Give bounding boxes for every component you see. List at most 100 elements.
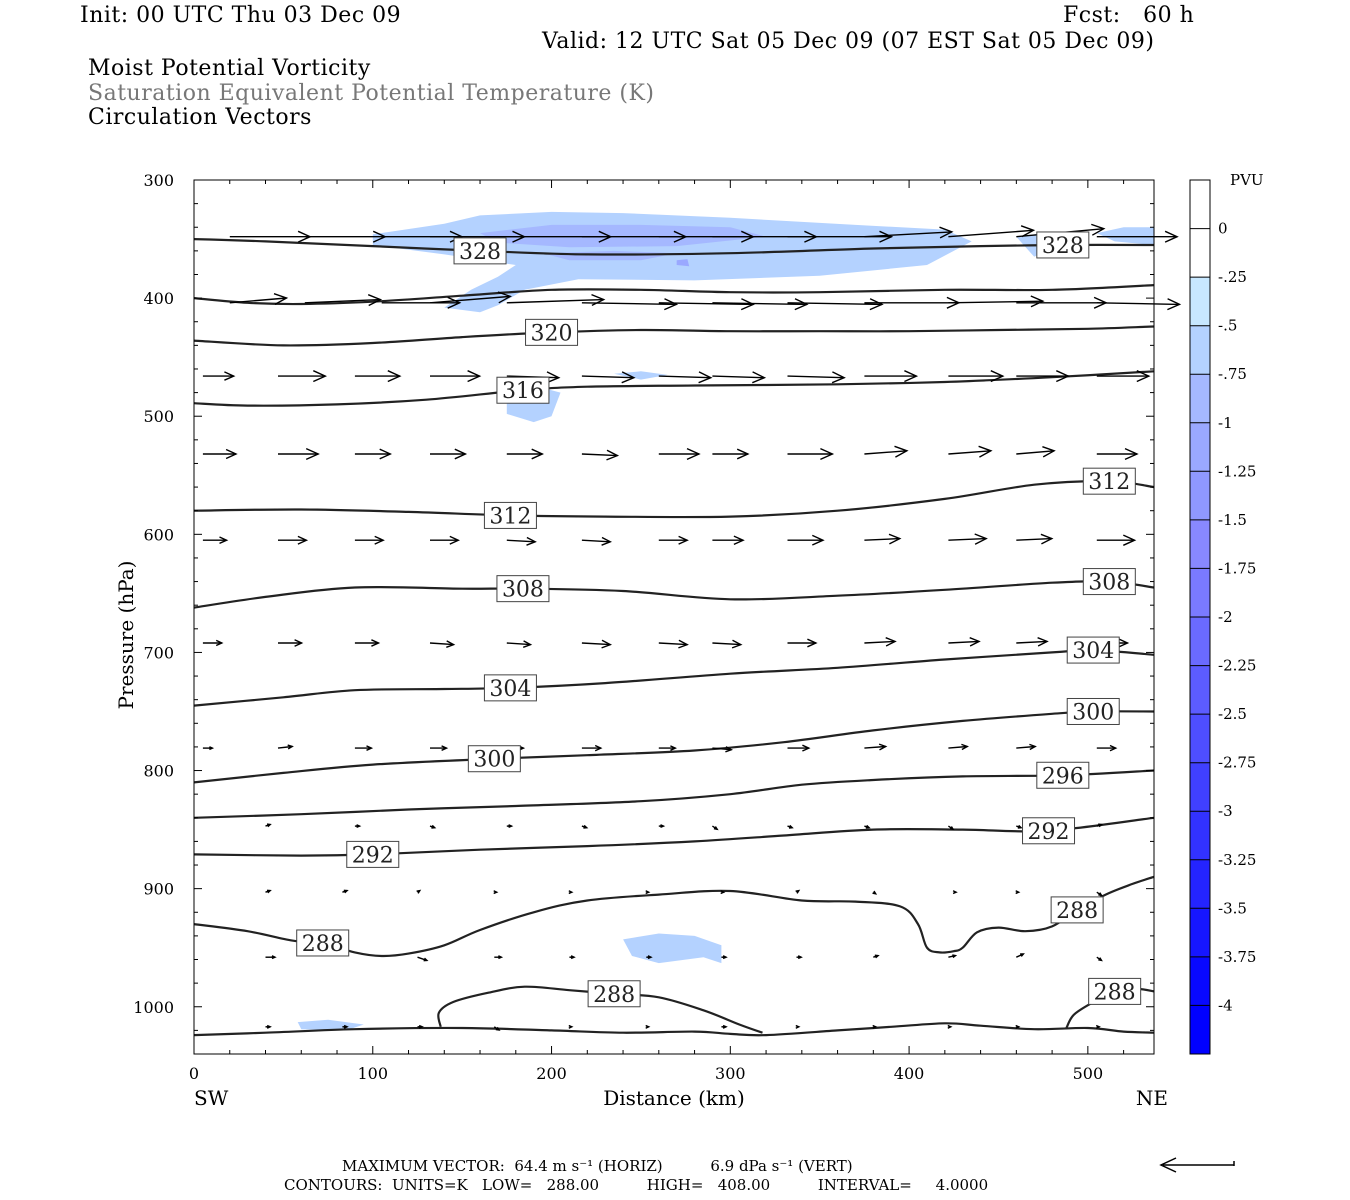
field-title-mpv: Moist Potential Vorticity	[88, 56, 371, 81]
wind-vector	[354, 824, 362, 829]
wind-vector	[342, 1024, 349, 1029]
vector-head	[294, 639, 304, 647]
contour-296	[193, 769, 1155, 819]
pv-shading	[297, 211, 1154, 1031]
colorbar-tick-label: -.5	[1218, 317, 1237, 335]
colorbar-tick-label: -2.75	[1218, 754, 1256, 772]
vector-head	[493, 890, 499, 895]
vector-head	[498, 955, 504, 960]
wind-vector	[1096, 230, 1179, 243]
vector-head	[961, 743, 969, 751]
colorbar-swatch	[1190, 811, 1210, 861]
wind-vector	[645, 890, 651, 895]
wind-vector	[506, 640, 533, 648]
wind-vector	[278, 447, 320, 461]
field-title-theta-es: Saturation Equivalent Potential Temperat…	[88, 81, 655, 106]
contour-label-304: 304	[483, 674, 537, 702]
contour-label-box	[1066, 697, 1120, 725]
colorbar-swatch	[1190, 422, 1210, 472]
contour-label-box	[1082, 568, 1136, 596]
vector-head	[497, 291, 512, 304]
vector-head	[423, 957, 429, 962]
wind-vector	[787, 447, 835, 461]
wind-vector	[581, 298, 679, 311]
vector-head	[949, 826, 955, 831]
vector-head	[1124, 447, 1139, 461]
contour-label-text: 288	[302, 932, 344, 957]
wind-vector	[581, 744, 603, 752]
vector-head	[441, 745, 449, 751]
x-tick-label: 200	[536, 1064, 567, 1083]
wind-vector	[342, 889, 349, 894]
wind-vector	[417, 956, 429, 962]
colorbar-swatch	[1190, 374, 1210, 424]
wind-vector	[948, 743, 969, 751]
contour-label-text: 288	[1056, 899, 1098, 924]
vector-head	[678, 535, 689, 545]
vector-head	[606, 449, 620, 461]
colorbar-title: PVU	[1230, 171, 1264, 189]
vector-shaft	[506, 298, 604, 304]
vector-head	[664, 298, 679, 311]
wind-vector	[1016, 296, 1108, 309]
wind-vector	[948, 954, 958, 959]
wind-vector	[581, 449, 620, 461]
vector-head	[797, 955, 803, 960]
vector-shaft	[864, 640, 896, 644]
vector-head	[686, 447, 701, 461]
vector-head	[645, 1024, 651, 1029]
vector-head	[722, 1024, 728, 1029]
vector-head	[273, 293, 289, 306]
wind-vector	[202, 746, 215, 751]
colorbar-swatch	[1190, 228, 1210, 278]
vector-head	[522, 640, 533, 648]
wind-vector	[948, 445, 993, 458]
wind-vector	[658, 745, 678, 751]
wind-vector	[721, 955, 728, 960]
vector-head	[969, 637, 981, 647]
vector-head	[872, 1024, 878, 1029]
wind-vector	[864, 226, 954, 239]
vector-head	[215, 639, 224, 647]
contour-label-box	[1022, 817, 1076, 845]
vector-head	[831, 371, 846, 384]
wind-vector	[202, 639, 224, 647]
wind-vector	[864, 637, 897, 647]
vector-shaft	[864, 537, 900, 541]
vector-head	[1056, 370, 1071, 383]
wind-vector	[354, 448, 392, 460]
wind-vector	[952, 890, 958, 895]
contour-292	[193, 816, 1155, 857]
y-axis-label: Pressure (hPa)	[114, 561, 138, 710]
wind-vector	[720, 890, 726, 895]
vector-head	[343, 889, 349, 894]
vector-shaft	[506, 539, 536, 543]
colorbar-tick-label: -3	[1218, 802, 1233, 820]
contour-label-288: 288	[1050, 896, 1104, 924]
vector-shaft	[787, 302, 883, 306]
valid-time: Valid: 12 UTC Sat 05 Dec 09 (07 EST Sat …	[542, 29, 1155, 54]
wind-vector	[429, 640, 456, 648]
wind-vector	[658, 447, 701, 461]
vector-head	[1109, 744, 1118, 752]
x-end-label-right: NE	[1136, 1086, 1168, 1110]
vector-head	[343, 1024, 349, 1029]
wind-vector	[795, 889, 801, 894]
contour-label-text: 308	[502, 578, 544, 603]
colorbar-tick-label: -.75	[1218, 365, 1247, 383]
vector-shaft	[948, 300, 1043, 304]
contour-328	[193, 238, 1155, 256]
contour-label-300: 300	[467, 745, 521, 773]
contour-288	[193, 875, 1155, 958]
x-tick-label: 100	[357, 1064, 388, 1083]
vector-shaft	[864, 745, 886, 749]
contour-label-292: 292	[1022, 817, 1076, 845]
colorbar-tick-label: 0	[1218, 220, 1228, 238]
wind-vector	[569, 955, 576, 960]
colorbar-swatch	[1190, 277, 1210, 327]
vector-head	[952, 954, 958, 959]
vector-shaft	[581, 453, 618, 457]
x-tick-label: 500	[1073, 1064, 1104, 1083]
wind-vector	[493, 1026, 501, 1031]
colorbar-tick-label: -3.5	[1218, 899, 1247, 917]
